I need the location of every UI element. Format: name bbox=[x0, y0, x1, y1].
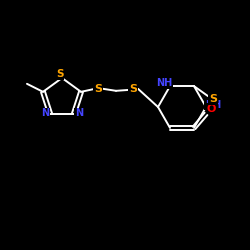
Text: N: N bbox=[41, 108, 49, 118]
Text: S: S bbox=[209, 94, 217, 104]
Text: S: S bbox=[56, 69, 64, 79]
Text: N: N bbox=[75, 108, 83, 118]
Text: S: S bbox=[94, 84, 102, 94]
Text: S: S bbox=[129, 84, 137, 94]
Text: NH: NH bbox=[205, 100, 221, 110]
Text: O: O bbox=[206, 104, 216, 114]
Text: NH: NH bbox=[156, 78, 172, 88]
